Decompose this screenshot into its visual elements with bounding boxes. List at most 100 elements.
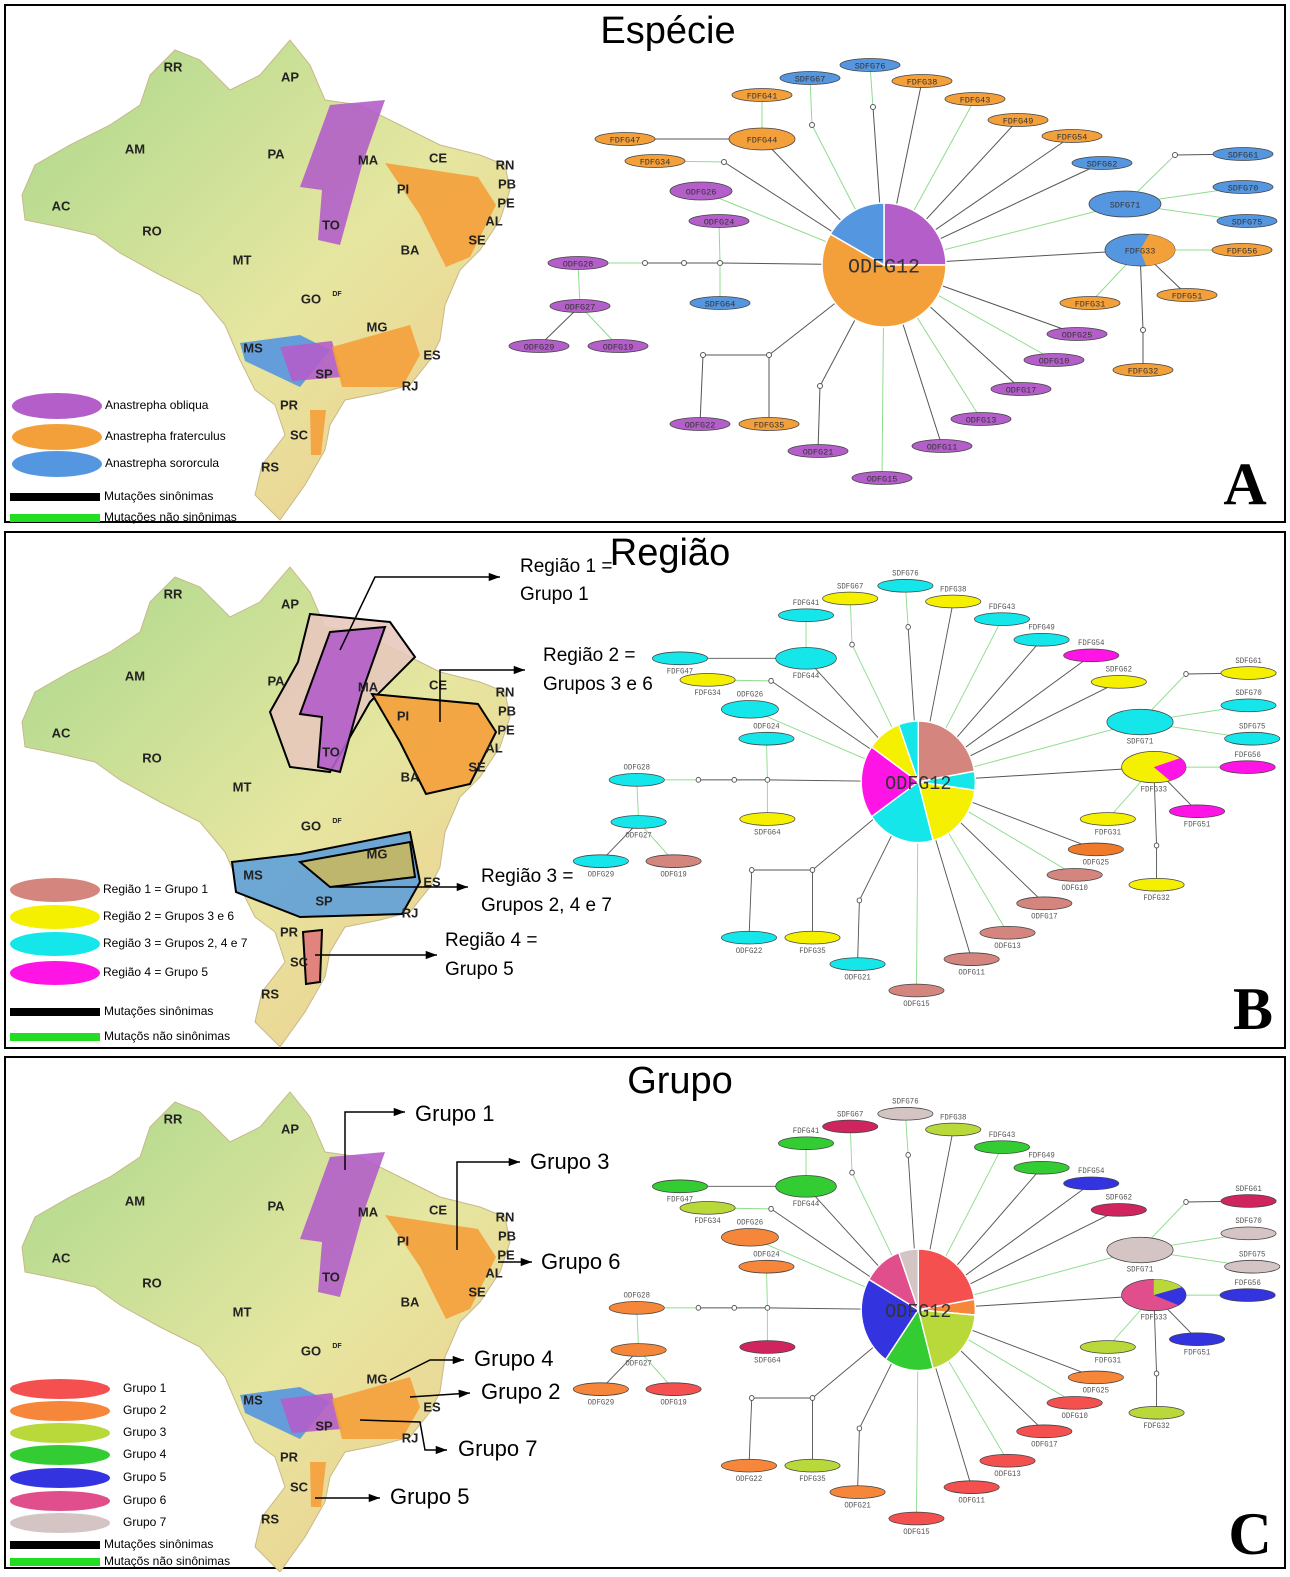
- haplotype-label: FDFG44: [747, 135, 778, 145]
- haplotype-node: [652, 652, 707, 665]
- arrow-head: [509, 1158, 520, 1166]
- haplotype-label: SDFG70: [1228, 183, 1259, 193]
- mutation-label: Mutações não sinônimas: [104, 510, 237, 524]
- legend-label: Anastrepha sororcula: [105, 456, 219, 470]
- haplotype-node: [1014, 633, 1069, 646]
- haplotype-node: [785, 931, 840, 944]
- haplotype-label: ODFG11: [958, 969, 985, 977]
- state-label: RN: [496, 157, 515, 172]
- annotation: Grupo 1: [415, 1101, 495, 1126]
- arrow-head: [457, 883, 468, 891]
- haplotype-label: ODFG13: [994, 943, 1021, 951]
- haplotype-label: SDFG71: [1127, 1267, 1154, 1275]
- median-vector: [818, 384, 823, 389]
- page: RRAPAMPAMACERNPBPEALSEPIACROTOBAMTGODFMG…: [0, 0, 1290, 1577]
- median-vector: [1173, 153, 1178, 158]
- median-vector: [810, 868, 815, 873]
- panel-letter: B: [1233, 976, 1273, 1042]
- haplotype-label: FDFG47: [610, 135, 641, 145]
- haplotype-label: ODFG13: [966, 415, 997, 425]
- haplotype-node: [1017, 897, 1072, 910]
- state-label: SC: [290, 427, 309, 442]
- haplotype-label: FDFG38: [907, 77, 938, 87]
- haplotype-node: [1068, 1371, 1123, 1384]
- haplotype-label: ODFG26: [686, 187, 717, 197]
- haplotype-label: FDFG38: [940, 586, 967, 594]
- median-vector: [701, 353, 706, 358]
- haplotype-label: ODFG21: [803, 447, 834, 457]
- state-label: PR: [280, 924, 299, 939]
- haplotype-node: [1107, 1237, 1173, 1262]
- haplotype-label: FDFG32: [1128, 366, 1159, 376]
- haplotype-label: ODFG25: [1083, 860, 1110, 868]
- mutation-swatch: [10, 1558, 100, 1566]
- state-label: PR: [280, 1449, 299, 1464]
- haplotype-label: SDFG67: [795, 74, 826, 84]
- median-vector: [1184, 672, 1189, 677]
- arrow-head: [489, 573, 500, 581]
- haplotype-node: [652, 1180, 707, 1193]
- mutation-swatch: [10, 1541, 100, 1549]
- state-label: MS: [243, 867, 263, 882]
- median-vector: [732, 777, 737, 782]
- state-label: BA: [401, 769, 420, 784]
- haplotype-node: [1169, 805, 1224, 818]
- state-label: RS: [261, 986, 279, 1001]
- state-label: SE: [468, 232, 486, 247]
- haplotype-label: ODFG15: [903, 1529, 930, 1537]
- haplotype-label: ODFG22: [685, 420, 716, 430]
- state-label: PA: [267, 146, 285, 161]
- median-vector: [871, 105, 876, 110]
- state-label: PE: [497, 195, 515, 210]
- state-label: AC: [52, 198, 71, 213]
- annotation: Grupo 3: [530, 1149, 610, 1174]
- haplotype-label: SDFG76: [892, 570, 919, 578]
- annotation: Grupo 4: [474, 1346, 554, 1371]
- haplotype-node: [1169, 1333, 1224, 1346]
- haplotype-label: ODFG24: [753, 1251, 780, 1259]
- mutation-label: Mutações sinônimas: [104, 1537, 213, 1551]
- median-vector: [857, 1426, 862, 1431]
- legend-label: Região 2 = Grupos 3 e 6: [103, 909, 234, 923]
- haplotype-node: [830, 1486, 885, 1499]
- state-label: RN: [496, 1209, 515, 1224]
- haplotype-label: FDFG56: [1227, 246, 1258, 256]
- state-label: MT: [233, 779, 252, 794]
- haplotype-label: ODFG24: [753, 723, 780, 731]
- state-label: RO: [142, 750, 162, 765]
- haplotype-node: [1221, 699, 1276, 712]
- legend-label: Grupo 4: [123, 1447, 167, 1461]
- state-label: SC: [290, 1479, 309, 1494]
- state-label: AC: [52, 1250, 71, 1265]
- haplotype-label: FDFG49: [1028, 1152, 1055, 1160]
- haplotype-label: ODFG17: [1006, 385, 1037, 395]
- arrow-head: [453, 1356, 464, 1364]
- haplotype-node: [1129, 878, 1184, 891]
- haplotype-label: ODFG11: [927, 442, 958, 452]
- haplotype-label: ODFG10: [1039, 356, 1070, 366]
- haplotype-node: [974, 1141, 1029, 1154]
- panel-title: Grupo: [627, 1060, 733, 1102]
- haplotype-label: FDFG54: [1057, 132, 1088, 142]
- haplotype-label: FDFG44: [793, 673, 820, 681]
- haplotype-label: FDFG33: [1125, 246, 1156, 256]
- haplotype-label: SDFG71: [1110, 200, 1141, 210]
- haplotype-label: ODFG24: [704, 217, 735, 227]
- haplotype-label: SDFG70: [1235, 690, 1262, 698]
- median-vector: [643, 261, 648, 266]
- legend-label: Anastrepha fraterculus: [105, 429, 226, 443]
- state-label: DF: [332, 291, 342, 298]
- haplotype-node: [944, 1481, 999, 1494]
- arrow-head: [436, 1446, 447, 1454]
- haplotype-node: [878, 1107, 933, 1120]
- state-label: AM: [125, 668, 145, 683]
- haplotype-label: FDFG33: [1141, 1315, 1168, 1323]
- state-label: AM: [125, 1193, 145, 1208]
- haplotype-label: SDFG61: [1235, 1186, 1262, 1194]
- annotation: Grupo 5: [390, 1484, 470, 1509]
- haplotype-label: SDFG75: [1239, 723, 1266, 731]
- annotation: Região 4 =: [445, 930, 537, 951]
- arrow-head: [394, 1108, 405, 1116]
